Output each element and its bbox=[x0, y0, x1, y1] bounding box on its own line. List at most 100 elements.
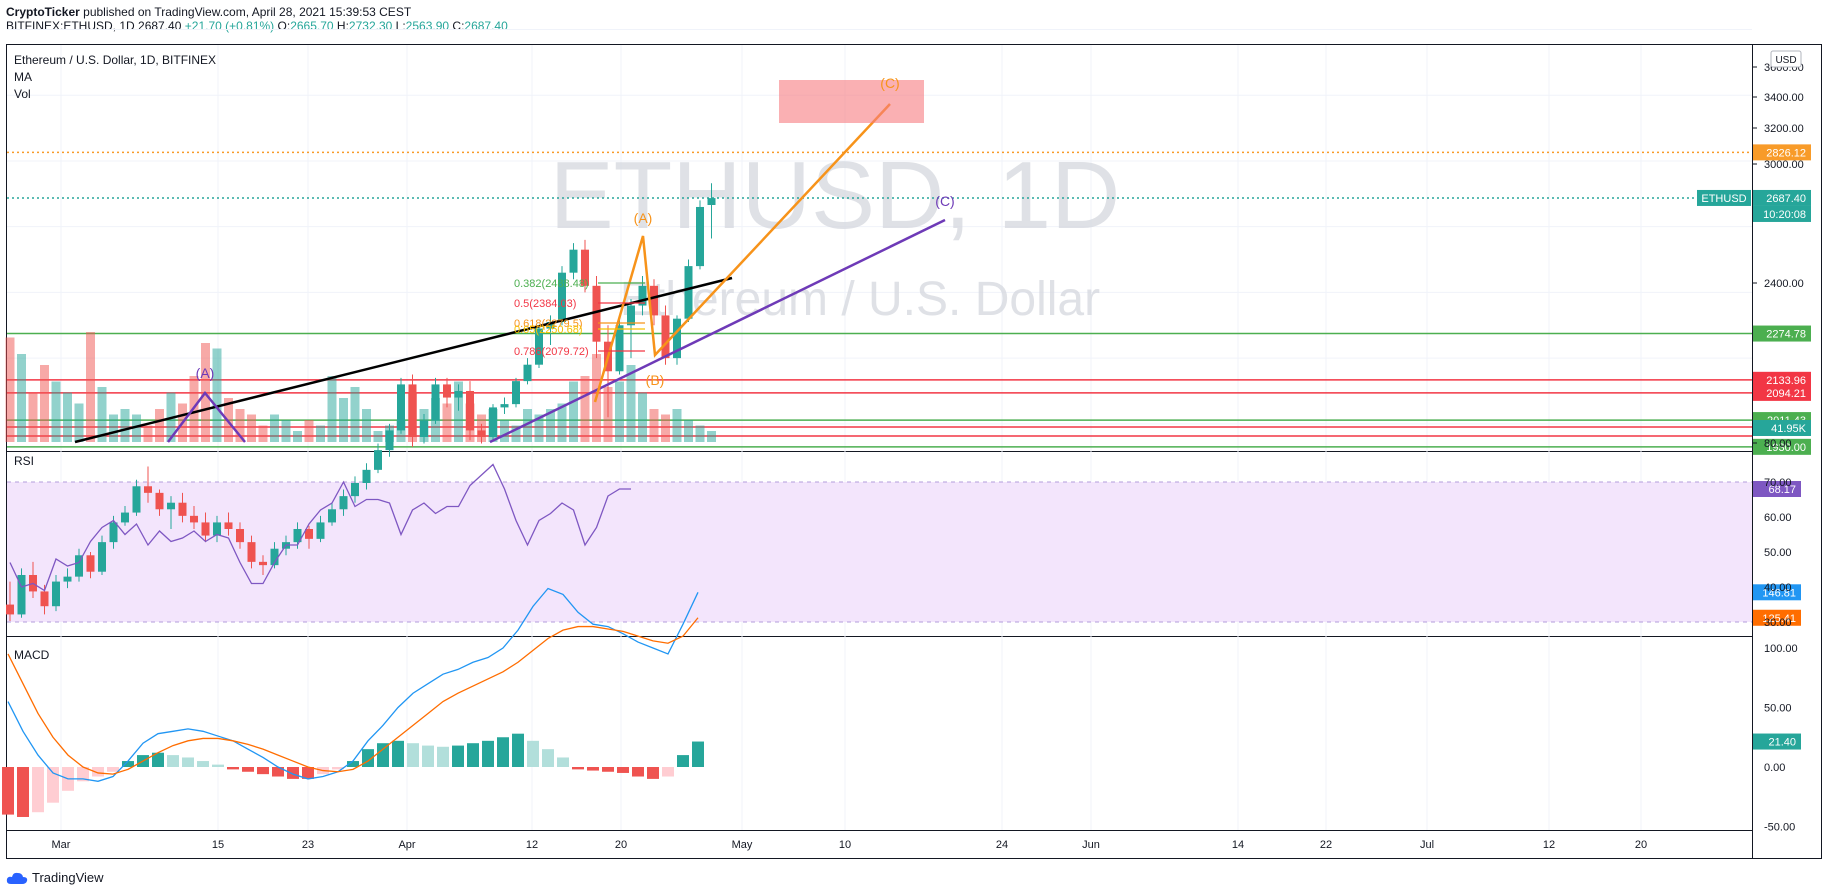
candle-body bbox=[707, 198, 716, 205]
indicator-label-ma[interactable]: MA bbox=[14, 70, 32, 84]
main-pane-title: Ethereum / U.S. Dollar, 1D, BITFINEX bbox=[14, 53, 216, 67]
macd-value-box bbox=[1753, 609, 1801, 626]
price-label: 2094.21 bbox=[1766, 388, 1806, 400]
candle-body bbox=[638, 285, 647, 306]
candle-body bbox=[420, 420, 428, 437]
macd-lines: 146.81 125.41 21.40 bbox=[2, 584, 1801, 817]
macd-histogram-bar bbox=[107, 767, 119, 772]
macd-histogram-bar bbox=[332, 767, 344, 770]
macd-histogram-bar bbox=[77, 767, 89, 782]
price-tick-label: 3400.00 bbox=[1764, 92, 1804, 104]
macd-histogram-bar bbox=[17, 767, 29, 817]
trendline-purple[interactable] bbox=[489, 218, 946, 444]
macd-histogram-bar bbox=[662, 767, 674, 777]
candle-body bbox=[247, 542, 256, 562]
volume-bar bbox=[97, 387, 107, 442]
candlesticks bbox=[6, 183, 716, 621]
chart-frame bbox=[6, 44, 1822, 859]
time-tick-label: 15 bbox=[212, 839, 224, 851]
rsi-series-line bbox=[9, 463, 631, 592]
time-tick-label: 10 bbox=[839, 839, 851, 851]
volume-bar bbox=[569, 381, 578, 442]
currency-badge[interactable] bbox=[1770, 50, 1802, 68]
volume-bar bbox=[28, 392, 38, 442]
publisher-name[interactable]: CryptoTicker bbox=[6, 5, 80, 19]
cloud-icon bbox=[6, 872, 28, 884]
macd-histogram-bar bbox=[212, 764, 224, 767]
macd-histogram-bar bbox=[47, 767, 59, 803]
macd-histogram-bar bbox=[242, 767, 254, 772]
horizontal-levels[interactable]: 2826.12 2687.40 ETHUSD 10:20:08 2274.78 2133.… bbox=[7, 144, 1811, 455]
candle-body bbox=[52, 581, 60, 607]
macd-histogram-bar bbox=[197, 761, 209, 767]
volume-bar bbox=[17, 354, 26, 442]
candle-body bbox=[477, 430, 486, 437]
volume-bar bbox=[109, 414, 118, 442]
rsi-pane-title[interactable]: RSI bbox=[14, 454, 34, 468]
volume-bar bbox=[339, 398, 348, 442]
candle-body bbox=[190, 515, 198, 523]
symbol-label-box bbox=[1697, 189, 1751, 206]
macd-histogram-bar bbox=[422, 745, 434, 767]
price-label: 2133.96 bbox=[1766, 375, 1806, 387]
price-label-box bbox=[1753, 325, 1811, 342]
wave-label: (A) bbox=[196, 365, 215, 381]
macd-pane-title[interactable]: MACD bbox=[14, 648, 50, 662]
volume-bar bbox=[281, 420, 291, 442]
rsi-line: 68.17 bbox=[9, 463, 1801, 592]
macd-histogram-bar bbox=[542, 749, 554, 767]
macd-histogram-bar bbox=[452, 745, 464, 767]
macd-histogram-bar bbox=[692, 741, 704, 767]
candle-body bbox=[489, 407, 497, 437]
macd-histogram-bar bbox=[272, 767, 284, 777]
rsi-tick-label: 50.00 bbox=[1764, 547, 1792, 559]
volume-bar bbox=[626, 365, 636, 442]
signal-line bbox=[7, 617, 699, 775]
time-tick-label: 23 bbox=[302, 839, 314, 851]
price-label-box bbox=[1753, 384, 1811, 401]
wave-label: (C) bbox=[880, 75, 899, 91]
volume-bar bbox=[235, 409, 245, 442]
candle-body bbox=[316, 522, 325, 539]
candle-body bbox=[535, 328, 543, 365]
volume-bar bbox=[212, 348, 222, 442]
candle-body bbox=[454, 390, 463, 398]
time-tick-label: 14 bbox=[1232, 839, 1244, 851]
indicator-label-vol[interactable]: Vol bbox=[14, 87, 31, 101]
candle-body bbox=[397, 384, 405, 431]
macd-histogram-bar bbox=[587, 767, 599, 771]
fib-retracement[interactable]: 0.382(2488.48)0.5(2384.03)0.618(2279.5)0… bbox=[514, 278, 645, 358]
target-zone[interactable] bbox=[779, 80, 924, 123]
macd-histogram-bar bbox=[512, 733, 524, 767]
volume-bar bbox=[270, 414, 279, 442]
volume-bar bbox=[661, 414, 670, 442]
fib-level-label: 0.618(2279.5) bbox=[514, 318, 583, 330]
candle-body bbox=[339, 496, 348, 510]
volume-bar bbox=[258, 425, 268, 442]
macd-tick-label: 0.00 bbox=[1764, 762, 1785, 774]
volume-bar bbox=[707, 431, 716, 442]
volume-bar bbox=[316, 425, 325, 442]
candle-body bbox=[86, 555, 95, 572]
candle-body bbox=[673, 318, 681, 359]
watermark-symbol: ETHUSD, 1D bbox=[550, 142, 1121, 249]
rsi-tick-label: 30.00 bbox=[1764, 617, 1792, 629]
macd-value-box bbox=[1753, 733, 1801, 750]
time-tick-label: Mar bbox=[52, 839, 71, 851]
abc-projection-orange[interactable] bbox=[593, 103, 891, 403]
tradingview-logo[interactable]: TradingView bbox=[6, 870, 104, 885]
rsi-tick-label: 70.00 bbox=[1764, 477, 1792, 489]
wave-a-purple[interactable] bbox=[167, 390, 246, 443]
volume-bar bbox=[523, 409, 532, 442]
fib-level-label: 0.786(2079.72) bbox=[514, 346, 589, 358]
price-label: 41.95K bbox=[1771, 423, 1807, 435]
macd-histogram-bar bbox=[497, 737, 509, 767]
symbol-label: ETHUSD bbox=[1701, 193, 1746, 205]
macd-histogram-bar bbox=[602, 767, 614, 772]
candle-body bbox=[650, 285, 658, 316]
volume-bar bbox=[40, 365, 49, 442]
macd-histogram-bar bbox=[257, 767, 269, 775]
candle-body bbox=[201, 522, 210, 536]
watermark-name: Ethereum / U.S. Dollar bbox=[620, 273, 1100, 326]
